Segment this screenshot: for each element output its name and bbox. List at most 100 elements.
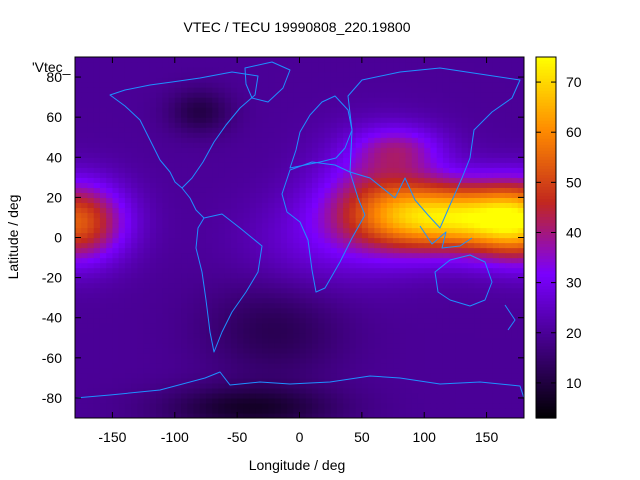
heatmap-cell bbox=[149, 92, 157, 98]
heatmap-cell bbox=[318, 132, 326, 138]
heatmap-cell bbox=[318, 382, 326, 389]
heatmap-cell bbox=[187, 397, 195, 404]
heatmap-cell bbox=[237, 242, 244, 249]
heatmap-cell bbox=[299, 127, 307, 133]
heatmap-cell bbox=[75, 172, 82, 178]
heatmap-cell bbox=[87, 347, 95, 354]
heatmap-cell bbox=[268, 182, 276, 188]
heatmap-cell bbox=[343, 122, 350, 128]
heatmap-cell bbox=[230, 337, 238, 344]
heatmap-cell bbox=[424, 247, 432, 254]
heatmap-cell bbox=[411, 257, 419, 264]
heatmap-cell bbox=[417, 302, 425, 309]
heatmap-cell bbox=[287, 317, 294, 324]
heatmap-cell bbox=[480, 372, 488, 379]
heatmap-cell bbox=[318, 322, 326, 329]
heatmap-cell bbox=[361, 207, 369, 214]
heatmap-cell bbox=[368, 167, 375, 173]
heatmap-cell bbox=[324, 342, 332, 349]
heatmap-cell bbox=[330, 152, 338, 158]
heatmap-cell bbox=[149, 167, 157, 173]
heatmap-cell bbox=[162, 322, 170, 329]
heatmap-cell bbox=[461, 202, 469, 209]
heatmap-cell bbox=[181, 192, 188, 198]
heatmap-cell bbox=[205, 227, 213, 234]
heatmap-cell bbox=[230, 412, 238, 418]
heatmap-cell bbox=[486, 282, 494, 289]
heatmap-cell bbox=[311, 142, 319, 148]
heatmap-cell bbox=[143, 267, 151, 274]
heatmap-cell bbox=[143, 137, 151, 143]
heatmap-cell bbox=[424, 102, 432, 108]
heatmap-cell bbox=[449, 407, 457, 414]
heatmap-cell bbox=[442, 202, 450, 209]
heatmap-cell bbox=[355, 297, 363, 304]
heatmap-cell bbox=[174, 397, 182, 404]
heatmap-cell bbox=[106, 242, 114, 249]
heatmap-cell bbox=[511, 232, 519, 239]
heatmap-cell bbox=[262, 297, 269, 304]
heatmap-cell bbox=[162, 352, 170, 359]
heatmap-cell bbox=[249, 252, 257, 259]
heatmap-cell bbox=[293, 332, 301, 339]
heatmap-cell bbox=[305, 87, 313, 93]
heatmap-cell bbox=[212, 147, 220, 153]
heatmap-cell bbox=[156, 327, 163, 334]
heatmap-cell bbox=[181, 112, 188, 118]
heatmap-cell bbox=[143, 282, 151, 289]
heatmap-cell bbox=[293, 192, 301, 198]
heatmap-cell bbox=[137, 142, 145, 148]
heatmap-cell bbox=[411, 182, 419, 188]
heatmap-cell bbox=[218, 72, 226, 78]
heatmap-cell bbox=[287, 87, 294, 93]
heatmap-cell bbox=[143, 187, 151, 193]
heatmap-cell bbox=[187, 167, 195, 173]
heatmap-cell bbox=[486, 137, 494, 143]
heatmap-cell bbox=[442, 102, 450, 108]
heatmap-cell bbox=[393, 147, 400, 153]
heatmap-cell bbox=[486, 397, 494, 404]
heatmap-cell bbox=[293, 212, 301, 219]
heatmap-cell bbox=[467, 307, 475, 314]
heatmap-cell bbox=[355, 352, 363, 359]
heatmap-cell bbox=[355, 282, 363, 289]
heatmap-cell bbox=[143, 237, 151, 244]
heatmap-cell bbox=[442, 267, 450, 274]
heatmap-cell bbox=[511, 82, 519, 88]
heatmap-cell bbox=[212, 67, 220, 73]
heatmap-cell bbox=[355, 257, 363, 264]
heatmap-cell bbox=[156, 392, 163, 399]
heatmap-cell bbox=[311, 302, 319, 309]
heatmap-cell bbox=[349, 247, 357, 254]
heatmap-cell bbox=[442, 197, 450, 203]
heatmap-cell bbox=[318, 372, 326, 379]
heatmap-cell bbox=[162, 87, 170, 93]
heatmap-cell bbox=[455, 277, 463, 284]
heatmap-cell bbox=[131, 287, 138, 294]
heatmap-cell bbox=[118, 287, 126, 294]
heatmap-cell bbox=[449, 182, 457, 188]
heatmap-cell bbox=[237, 387, 244, 394]
heatmap-cell bbox=[505, 92, 513, 98]
heatmap-cell bbox=[449, 397, 457, 404]
heatmap-cell bbox=[455, 122, 463, 128]
heatmap-cell bbox=[75, 377, 82, 384]
heatmap-cell bbox=[118, 352, 126, 359]
heatmap-cell bbox=[299, 277, 307, 284]
heatmap-cell bbox=[355, 147, 363, 153]
heatmap-cell bbox=[274, 122, 282, 128]
heatmap-cell bbox=[480, 102, 488, 108]
heatmap-cell bbox=[118, 292, 126, 299]
heatmap-cell bbox=[205, 372, 213, 379]
heatmap-cell bbox=[424, 197, 432, 203]
heatmap-cell bbox=[106, 202, 114, 209]
heatmap-cell bbox=[280, 332, 288, 339]
heatmap-cell bbox=[305, 297, 313, 304]
heatmap-cell bbox=[212, 197, 220, 203]
heatmap-cell bbox=[474, 152, 481, 158]
heatmap-cell bbox=[249, 172, 257, 178]
heatmap-cell bbox=[149, 302, 157, 309]
heatmap-cell bbox=[492, 332, 500, 339]
heatmap-cell bbox=[131, 392, 138, 399]
heatmap-cell bbox=[293, 307, 301, 314]
